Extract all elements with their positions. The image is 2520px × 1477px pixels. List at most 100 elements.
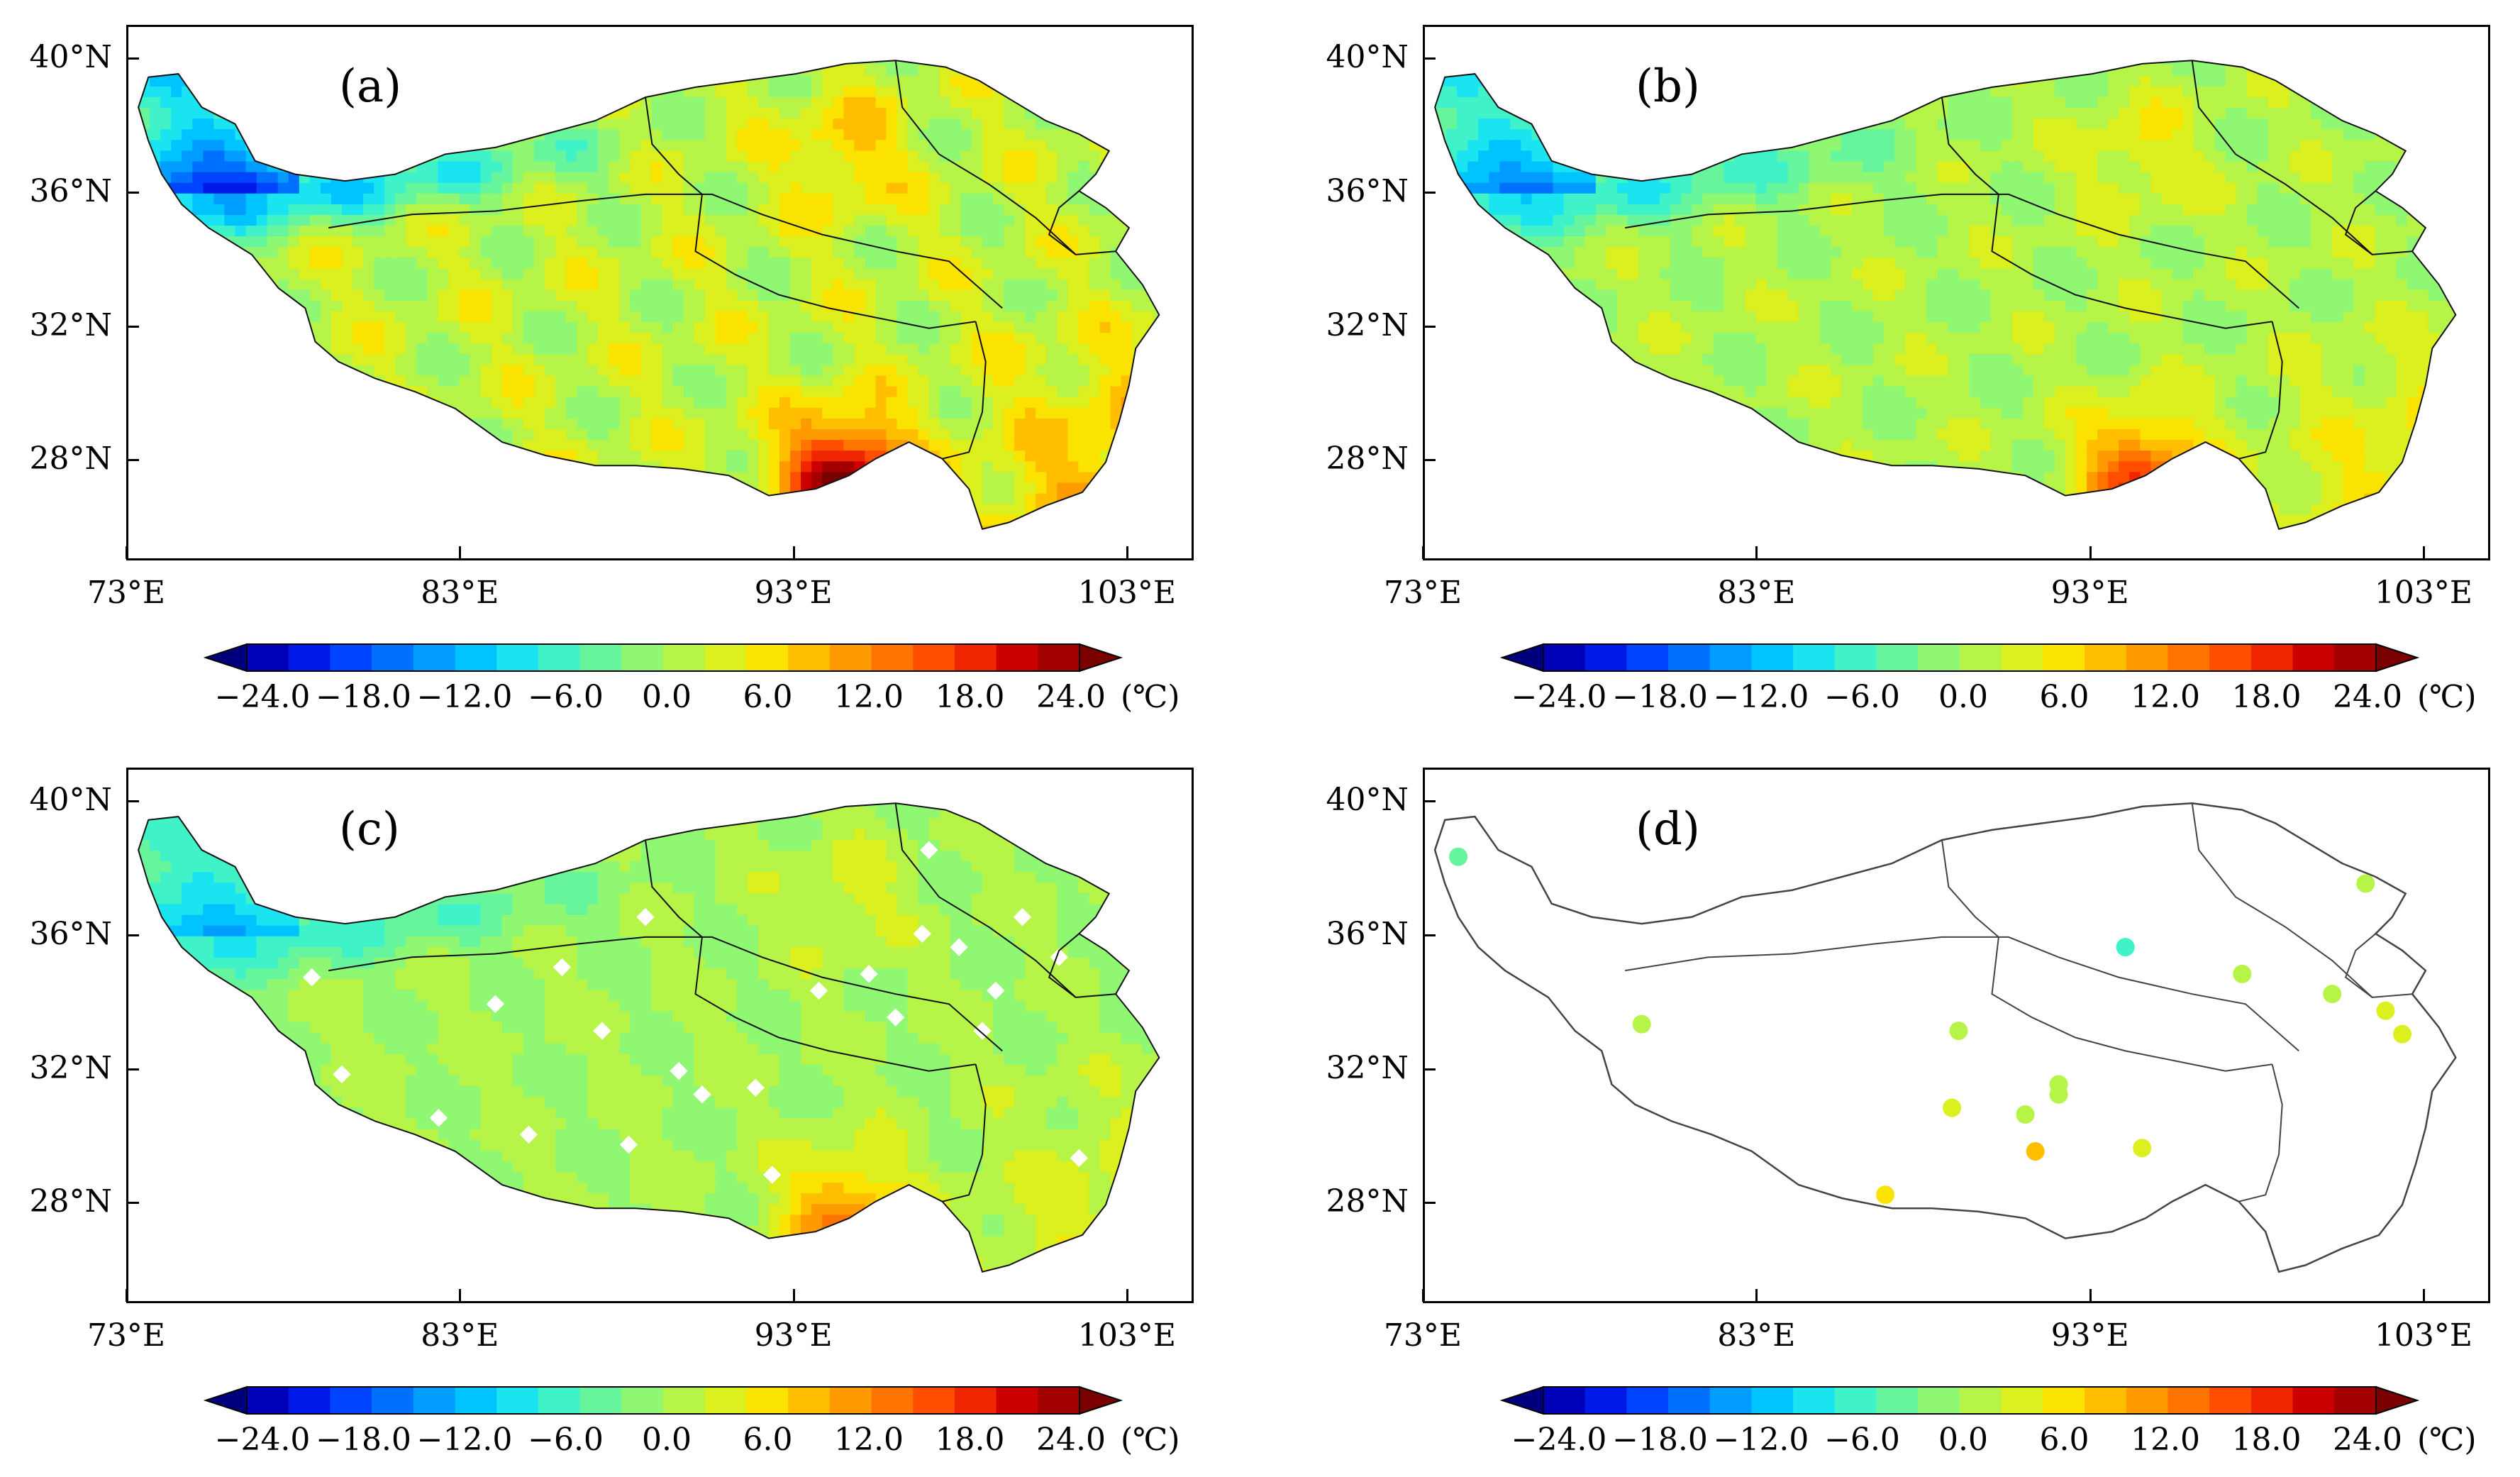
latitude-label: 40°N — [1326, 782, 1409, 819]
colorbar-swatch — [2126, 644, 2168, 671]
colorbar-swatch — [663, 644, 706, 671]
colorbar-tick-label: 24.0 — [2333, 1422, 2402, 1458]
latitude-tick — [126, 1202, 139, 1205]
longitude-label: 73°E — [1383, 575, 1462, 611]
longitude-tick — [2089, 546, 2092, 559]
colorbar-tick-label: 0.0 — [1938, 1422, 1988, 1458]
station-point — [2233, 964, 2252, 983]
colorbar-tick-label: 6.0 — [2039, 679, 2089, 715]
colorbar-tick-label: 0.0 — [1938, 679, 1988, 715]
province-boundary — [1625, 936, 2299, 1052]
panel-label: (b) — [1636, 60, 1700, 113]
latitude-tick — [126, 459, 139, 462]
panel-label: (d) — [1636, 803, 1700, 856]
province-boundary — [1048, 933, 1080, 998]
colorbar-tick-label: −6.0 — [528, 679, 604, 715]
colorbar-swatch — [663, 1387, 706, 1414]
colorbar-swatch — [1751, 644, 1794, 671]
colorbar-swatch — [538, 644, 581, 671]
colorbar-swatch — [1668, 644, 1711, 671]
latitude-tick — [1423, 1202, 1436, 1205]
latitude-tick — [1423, 57, 1436, 60]
longitude-tick — [1126, 1289, 1128, 1302]
station-point — [2133, 1139, 2152, 1158]
colorbar-tick-label: 0.0 — [642, 1422, 692, 1458]
colorbar-tick-label: 18.0 — [935, 679, 1005, 715]
colorbar-swatch — [2085, 644, 2127, 671]
latitude-tick — [1423, 459, 1436, 462]
colorbar-tick-label: −24.0 — [214, 679, 311, 715]
colorbar-swatch — [2001, 644, 2043, 671]
latitude-tick — [126, 57, 139, 60]
colorbar-swatch — [704, 1387, 747, 1414]
colorbar-swatch — [2292, 1387, 2335, 1414]
colorbar-swatch — [372, 1387, 414, 1414]
station-point — [2323, 985, 2342, 1004]
longitude-label: 103°E — [2374, 575, 2472, 611]
plateau-boundary — [138, 60, 1160, 530]
longitude-label: 73°E — [1383, 1317, 1462, 1354]
latitude-tick — [1423, 325, 1436, 328]
colorbar-swatch — [288, 1387, 331, 1414]
longitude-tick — [2422, 1289, 2425, 1302]
longitude-tick — [459, 546, 462, 559]
colorbar-tick-label: −12.0 — [416, 1422, 513, 1458]
latitude-label: 40°N — [29, 782, 113, 819]
colorbar — [203, 1385, 1123, 1415]
colorbar-tick-label: −12.0 — [1713, 1422, 1809, 1458]
colorbar-swatch — [1543, 644, 1586, 671]
colorbar-swatch — [996, 644, 1038, 671]
longitude-label: 83°E — [1717, 575, 1796, 611]
colorbar-swatch — [455, 1387, 497, 1414]
colorbar-tick-label: 6.0 — [743, 1422, 793, 1458]
colorbar-swatch — [579, 644, 622, 671]
latitude-label: 32°N — [1326, 306, 1409, 343]
longitude-label: 103°E — [2374, 1317, 2472, 1354]
colorbar — [203, 643, 1123, 673]
longitude-label: 83°E — [421, 575, 499, 611]
colorbar-swatch — [2167, 644, 2210, 671]
colorbar-swatch — [288, 644, 331, 671]
latitude-tick — [126, 934, 139, 936]
longitude-label: 93°E — [2050, 575, 2129, 611]
colorbar-tick-label: −18.0 — [1612, 1422, 1708, 1458]
latitude-label: 32°N — [29, 306, 113, 343]
latitude-label: 36°N — [29, 172, 113, 209]
province-boundary — [1941, 839, 2272, 1072]
colorbar-swatch — [1876, 1387, 1919, 1414]
colorbar-tick-label: 24.0 — [1036, 1422, 1106, 1458]
colorbar-swatch — [871, 644, 914, 671]
colorbar-swatch — [913, 644, 955, 671]
longitude-tick — [126, 1289, 128, 1302]
colorbar-tick-label: −18.0 — [1612, 679, 1708, 715]
longitude-label: 93°E — [754, 1317, 833, 1354]
colorbar-swatch — [2001, 1387, 2043, 1414]
colorbar-swatch — [1668, 1387, 1711, 1414]
colorbar-high-arrow — [1079, 1385, 1123, 1415]
colorbar-swatch — [2209, 644, 2252, 671]
longitude-label: 103°E — [1077, 575, 1176, 611]
province-boundary — [328, 936, 1003, 1052]
temperature-field — [138, 60, 1160, 529]
colorbar-swatch — [621, 1387, 664, 1414]
longitude-tick — [792, 1289, 795, 1302]
colorbar-tick-label: 0.0 — [642, 679, 692, 715]
map-frame — [126, 768, 1194, 1303]
colorbar-swatch — [621, 644, 664, 671]
plateau-boundary — [1434, 60, 2457, 530]
latitude-label: 28°N — [29, 1183, 113, 1220]
colorbar-swatch — [704, 644, 747, 671]
station-point — [2049, 1075, 2068, 1094]
colorbar-tick-label: −18.0 — [316, 1422, 411, 1458]
colorbar-swatch — [1918, 644, 1960, 671]
map-frame — [1423, 768, 2490, 1303]
colorbar-tick-label: 12.0 — [2131, 679, 2200, 715]
colorbar-low-arrow — [1499, 643, 1544, 673]
colorbar-swatch — [1584, 1387, 1627, 1414]
colorbar-swatch — [746, 644, 789, 671]
colorbar-swatch — [829, 644, 872, 671]
colorbar-unit: (℃) — [2417, 679, 2477, 715]
plateau-boundary — [1433, 802, 2457, 1273]
latitude-tick — [126, 1068, 139, 1071]
colorbar-swatch — [2043, 644, 2085, 671]
